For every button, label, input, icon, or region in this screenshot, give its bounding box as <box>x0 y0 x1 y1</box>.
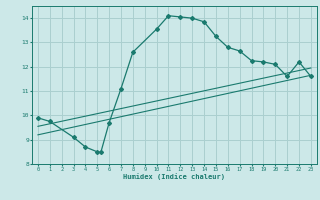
X-axis label: Humidex (Indice chaleur): Humidex (Indice chaleur) <box>124 173 225 180</box>
